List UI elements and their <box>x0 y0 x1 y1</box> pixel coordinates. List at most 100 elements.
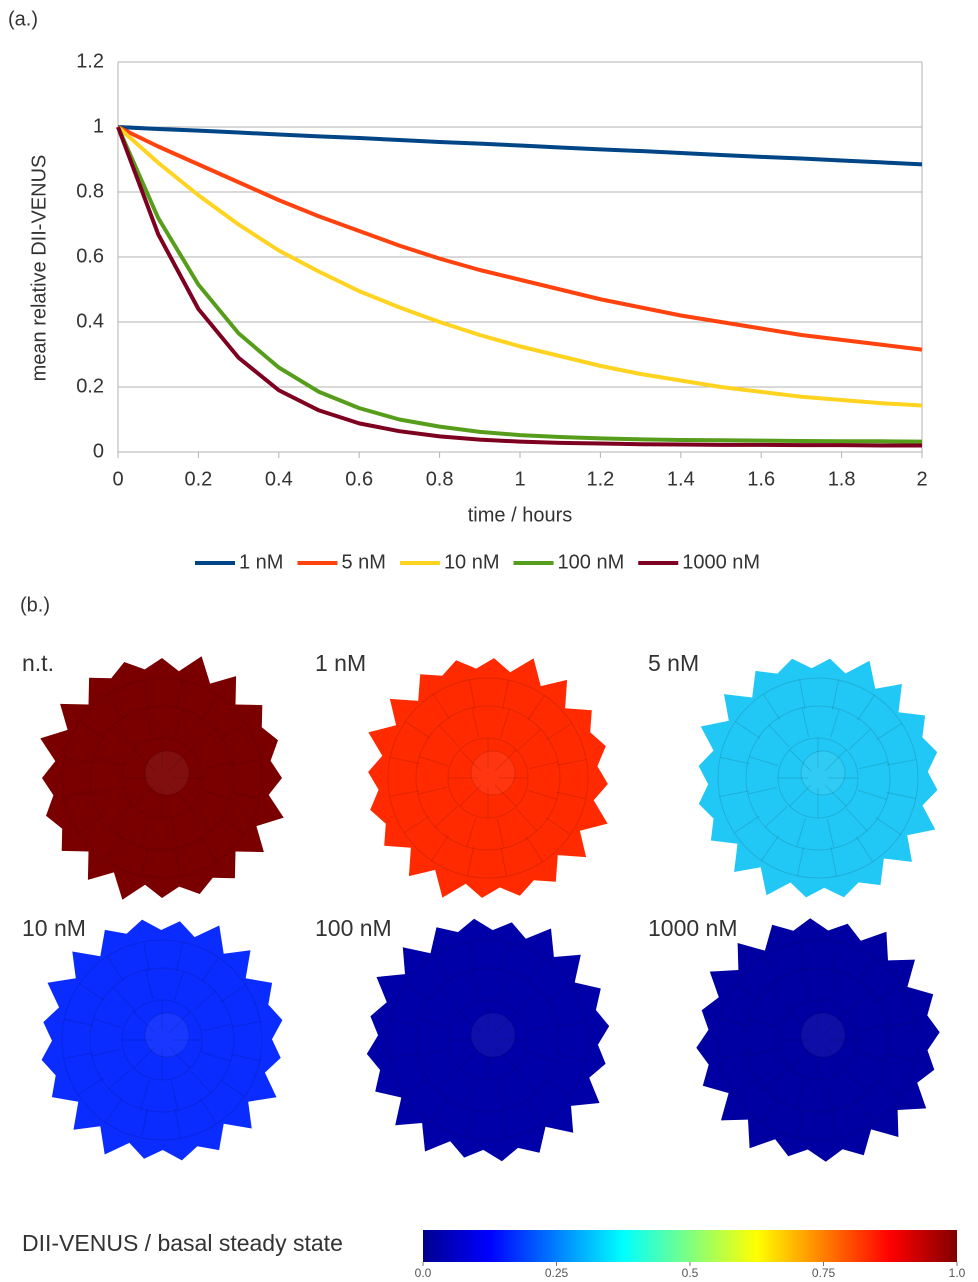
cell-wall <box>466 817 477 847</box>
cell-wall <box>762 955 781 982</box>
cell-wall <box>824 1046 847 1069</box>
cell-wall <box>419 1018 449 1029</box>
cell-wall <box>170 1080 179 1111</box>
cell-wall <box>230 791 260 800</box>
cell-wall <box>108 806 132 828</box>
cell-wall <box>143 679 150 710</box>
cell-wall <box>826 1080 835 1111</box>
cell-wall <box>173 709 184 739</box>
cell-wall <box>494 1046 517 1069</box>
cell-wall <box>405 721 431 739</box>
x-tick-label: 1.6 <box>747 468 775 490</box>
cell-wall <box>829 709 840 739</box>
cell-wall <box>518 728 542 750</box>
cell-wall <box>500 846 507 877</box>
cell-wall <box>170 818 179 849</box>
cell-wall <box>390 756 420 765</box>
cell-wall <box>91 1048 122 1057</box>
cell-wall <box>145 707 154 738</box>
cell-wall <box>230 1021 261 1028</box>
cell-ring <box>745 967 891 1113</box>
cell-wall <box>528 761 559 770</box>
cell-wall <box>112 986 134 1010</box>
cell-wall <box>466 1108 475 1138</box>
cell-wall <box>855 1098 874 1125</box>
cell-wall <box>831 680 840 710</box>
cell-wall <box>201 789 231 800</box>
cell-wall <box>133 1011 156 1034</box>
tissue <box>40 656 284 900</box>
cell-wall <box>390 1018 420 1027</box>
cell-wall <box>459 1046 482 1069</box>
cell-wall <box>735 721 761 739</box>
cell-wall <box>133 1046 156 1069</box>
cell-wall <box>469 941 476 972</box>
cell-wall <box>432 693 451 720</box>
cell-wall <box>417 1048 448 1057</box>
series-line <box>116 126 922 448</box>
cell-wall <box>824 749 847 772</box>
tissue <box>698 658 938 898</box>
cell-wall <box>799 679 806 710</box>
cell-wall <box>527 957 545 983</box>
colorbar-tick-label: 0.0 <box>415 1266 432 1280</box>
cell-wall <box>201 1051 231 1062</box>
cell-wall <box>556 1053 586 1062</box>
cell-wall <box>528 1023 559 1032</box>
y-tick-label: 1 <box>93 115 104 137</box>
series-line <box>117 125 923 352</box>
cell-wall <box>192 990 216 1012</box>
cell-wall <box>174 846 181 877</box>
cell-ring <box>61 939 263 1141</box>
cell-wall <box>875 1079 901 1097</box>
legend-label: 5 nM <box>341 551 385 573</box>
cell-wall <box>719 790 750 797</box>
cell-wall <box>556 791 586 800</box>
cell-wall <box>796 817 807 847</box>
cell-wall <box>830 846 837 877</box>
cell-wall <box>63 1052 94 1059</box>
cell-outline <box>144 1012 190 1058</box>
cell-ring <box>387 677 589 879</box>
cell-outline <box>800 1012 846 1058</box>
cell-wall <box>789 1046 812 1069</box>
cell-wall <box>720 1018 750 1027</box>
cell-wall <box>389 1052 420 1059</box>
cell-wall <box>199 1098 218 1125</box>
cell-wall <box>77 1077 104 1096</box>
cell-ring <box>89 705 235 851</box>
cell-wall <box>112 724 134 748</box>
cell-ring <box>387 939 589 1141</box>
cell-wall <box>857 695 875 721</box>
legend-label: 1000 nM <box>682 551 760 573</box>
cell-wall <box>168 1011 191 1034</box>
cell-wall <box>796 1108 805 1138</box>
cell-wall <box>494 749 517 772</box>
cell-wall <box>876 984 903 1003</box>
x-tick-label: 1.4 <box>667 468 695 490</box>
cell-wall <box>500 1108 507 1139</box>
cell-wall <box>735 983 761 1001</box>
y-tick-label: 0.6 <box>76 245 104 267</box>
x-tick-label: 1.2 <box>586 468 614 490</box>
cell-wall <box>106 693 125 720</box>
cell-wall <box>201 957 219 983</box>
tissue <box>366 918 610 1162</box>
cell-wall <box>202 1023 233 1032</box>
cell-wall <box>494 784 517 807</box>
cell-wall <box>219 1079 245 1097</box>
cell-wall <box>527 1051 557 1062</box>
cell-wall <box>801 707 810 738</box>
cell-wall <box>886 1021 917 1028</box>
cell-wall <box>419 756 449 767</box>
cell-wall <box>143 941 150 972</box>
cell-wall <box>168 784 191 807</box>
cell-wall <box>471 969 480 1000</box>
cell-wall <box>175 942 184 972</box>
cell-wall <box>546 722 573 741</box>
cell-wall <box>789 784 812 807</box>
cell-wall <box>133 749 156 772</box>
x-axis-label: time / hours <box>468 504 572 526</box>
panel-title: 1 nM <box>315 650 366 676</box>
cell-wall <box>762 693 781 720</box>
